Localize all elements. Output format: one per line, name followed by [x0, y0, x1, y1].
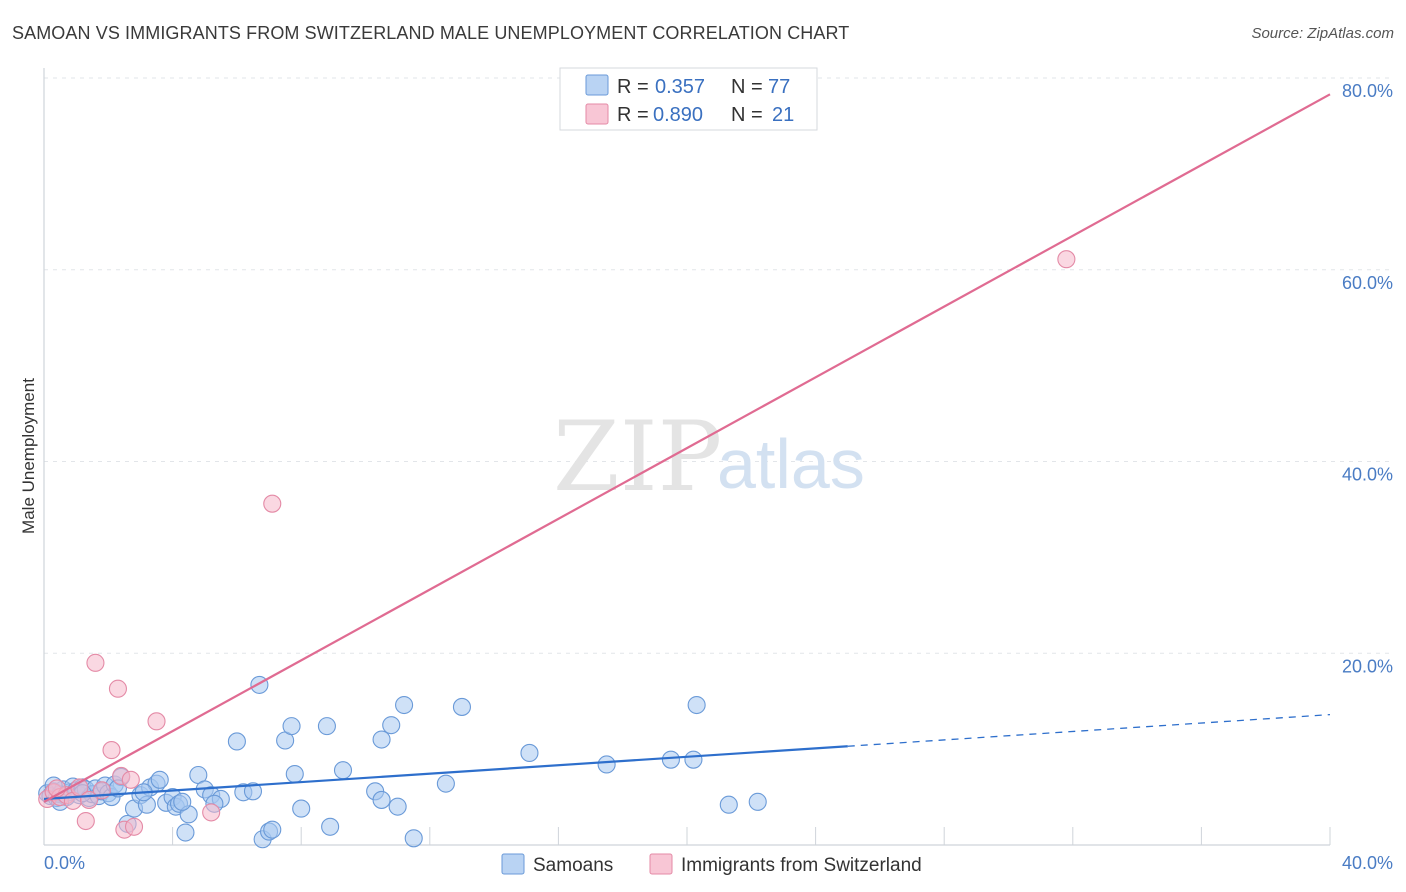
point-samoans [597, 755, 616, 774]
legend-r-value-swiss: 0.890 [653, 104, 703, 126]
point-swiss [147, 712, 166, 731]
point-samoans [282, 717, 301, 736]
point-samoans [372, 730, 391, 749]
bottom-legend-swatch-samoans [501, 853, 525, 875]
watermark-atlas: atlas [717, 425, 865, 503]
point-swiss [102, 741, 121, 760]
legend-top: R = 0.357 N = 77 R = 0.890 N = 21 [559, 67, 818, 131]
trend-lines [43, 93, 1331, 803]
legend-bottom: Samoans Immigrants from Switzerland [501, 853, 922, 876]
tick-labels: 20.0% 40.0% 60.0% 80.0% 0.0% 40.0% [44, 81, 1393, 873]
point-samoans [263, 820, 282, 839]
point-samoans [321, 817, 340, 836]
bottom-legend-label-swiss: Immigrants from Switzerland [681, 855, 922, 876]
watermark-zip: ZIP [553, 401, 722, 513]
point-samoans [372, 790, 391, 809]
grid-lines [43, 77, 1390, 845]
y-tick-label: 60.0% [1342, 273, 1393, 293]
trend-line-samoans-extension [847, 713, 1331, 747]
point-samoans [687, 695, 706, 715]
x-tick-label: 40.0% [1342, 853, 1393, 873]
data-points [38, 250, 1076, 849]
chart-title: SAMOAN VS IMMIGRANTS FROM SWITZERLAND MA… [12, 23, 850, 43]
point-samoans [173, 792, 192, 811]
point-swiss [108, 679, 127, 698]
point-swiss [76, 811, 95, 831]
point-samoans [684, 750, 703, 769]
point-swiss [202, 803, 221, 822]
legend-n-value-swiss: 21 [772, 104, 794, 126]
watermark: ZIP atlas [553, 401, 865, 513]
point-samoans [520, 743, 539, 763]
point-swiss [79, 790, 99, 809]
trend-line-samoans [43, 745, 848, 801]
legend-n-value-samoans: 77 [768, 76, 790, 98]
point-swiss [263, 494, 282, 513]
point-samoans [404, 829, 423, 848]
x-tick-label: 0.0% [44, 853, 85, 873]
legend-r-value-samoans: 0.357 [655, 76, 705, 98]
point-samoans [317, 717, 336, 736]
point-swiss [121, 770, 140, 789]
legend-swatch-swiss [585, 103, 609, 125]
point-samoans [452, 697, 472, 716]
point-samoans [292, 799, 311, 818]
y-tick-label: 20.0% [1342, 656, 1393, 676]
point-samoans [388, 797, 407, 816]
point-samoans [243, 782, 263, 801]
point-samoans [661, 750, 680, 769]
legend-r-label-swiss: R = [617, 104, 649, 126]
legend-swatch-samoans [585, 74, 609, 96]
legend-n-label-swiss: N = [731, 104, 763, 126]
y-axis-label: Male Unemployment [19, 378, 38, 534]
point-samoans [719, 795, 738, 814]
point-samoans [436, 774, 455, 793]
trend-line-swiss [43, 93, 1331, 803]
point-swiss [1057, 250, 1076, 269]
point-samoans [382, 716, 401, 735]
point-samoans [227, 732, 246, 751]
source-label: Source: ZipAtlas.com [1251, 25, 1394, 42]
point-samoans [748, 792, 767, 811]
point-swiss [124, 817, 144, 836]
bottom-legend-label-samoans: Samoans [533, 855, 613, 876]
point-samoans [333, 761, 353, 780]
legend-n-label-samoans: N = [731, 76, 763, 98]
point-samoans [150, 770, 169, 789]
y-tick-label: 40.0% [1342, 465, 1393, 485]
point-swiss [86, 653, 105, 672]
bottom-legend-swatch-swiss [649, 853, 673, 875]
legend-r-label-samoans: R = [617, 76, 649, 98]
point-samoans [285, 765, 304, 784]
y-tick-label: 80.0% [1342, 81, 1393, 101]
point-samoans [176, 823, 195, 842]
point-samoans [395, 695, 414, 715]
